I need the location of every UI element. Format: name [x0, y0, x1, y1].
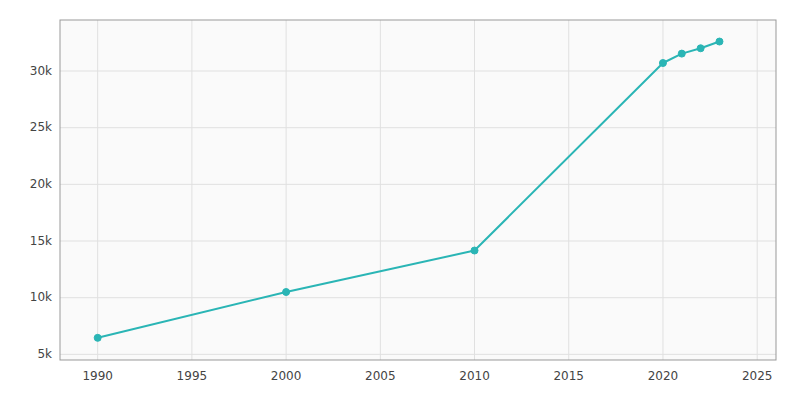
- x-grid-line: [191, 20, 192, 360]
- y-tick-label: 5k: [37, 347, 52, 361]
- chart-svg: 5k 10k 15k 20k 25k 30k 1990 1995 2000 2005 2010 201…: [0, 0, 800, 400]
- x-grid-line: [474, 20, 475, 360]
- x-tick-label: 2015: [553, 369, 584, 383]
- x-grid-line: [97, 20, 98, 360]
- chart-container: 5k 10k 15k 20k 25k 30k 1990 1995 2000 2005 2010 201…: [0, 0, 800, 400]
- point: [94, 334, 101, 341]
- series: [94, 38, 723, 341]
- plot-background: [60, 20, 776, 360]
- y-grid-line: [60, 71, 776, 72]
- line: [98, 42, 720, 338]
- x-tick-label: 1990: [82, 369, 113, 383]
- plot-frame: [60, 20, 776, 360]
- y-grid-line: [60, 354, 776, 355]
- x-tick-label: 2010: [459, 369, 490, 383]
- point: [697, 45, 704, 52]
- y-tick-label: 10k: [30, 290, 52, 304]
- y-grid-line: [60, 297, 776, 298]
- x-tick-label: 2020: [648, 369, 679, 383]
- y-tick-label: 25k: [30, 120, 52, 134]
- point: [283, 289, 290, 296]
- point: [659, 60, 666, 67]
- x-tick-label: 1995: [177, 369, 208, 383]
- grid: [60, 20, 776, 360]
- x-tick-label: 2005: [365, 369, 396, 383]
- point: [471, 247, 478, 254]
- point: [716, 38, 723, 45]
- x-grid-line: [286, 20, 287, 360]
- x-grid-line: [380, 20, 381, 360]
- page: {"chart_data": {"type": "line", "x": [19…: [0, 0, 800, 400]
- y-tick-label: 15k: [30, 234, 52, 248]
- y-grid-line: [60, 184, 776, 185]
- x-tick-label: 2025: [742, 369, 773, 383]
- x-tick-label: 2000: [271, 369, 302, 383]
- y-tick-label: 20k: [30, 177, 52, 191]
- y-grid-line: [60, 127, 776, 128]
- point: [678, 50, 685, 57]
- y-grid-line: [60, 241, 776, 242]
- x-grid-line: [757, 20, 758, 360]
- axes: 5k 10k 15k 20k 25k 30k 1990 1995 2000 2005 2010 201…: [30, 64, 773, 384]
- x-grid-line: [662, 20, 663, 360]
- y-tick-label: 30k: [30, 64, 52, 78]
- x-grid-line: [568, 20, 569, 360]
